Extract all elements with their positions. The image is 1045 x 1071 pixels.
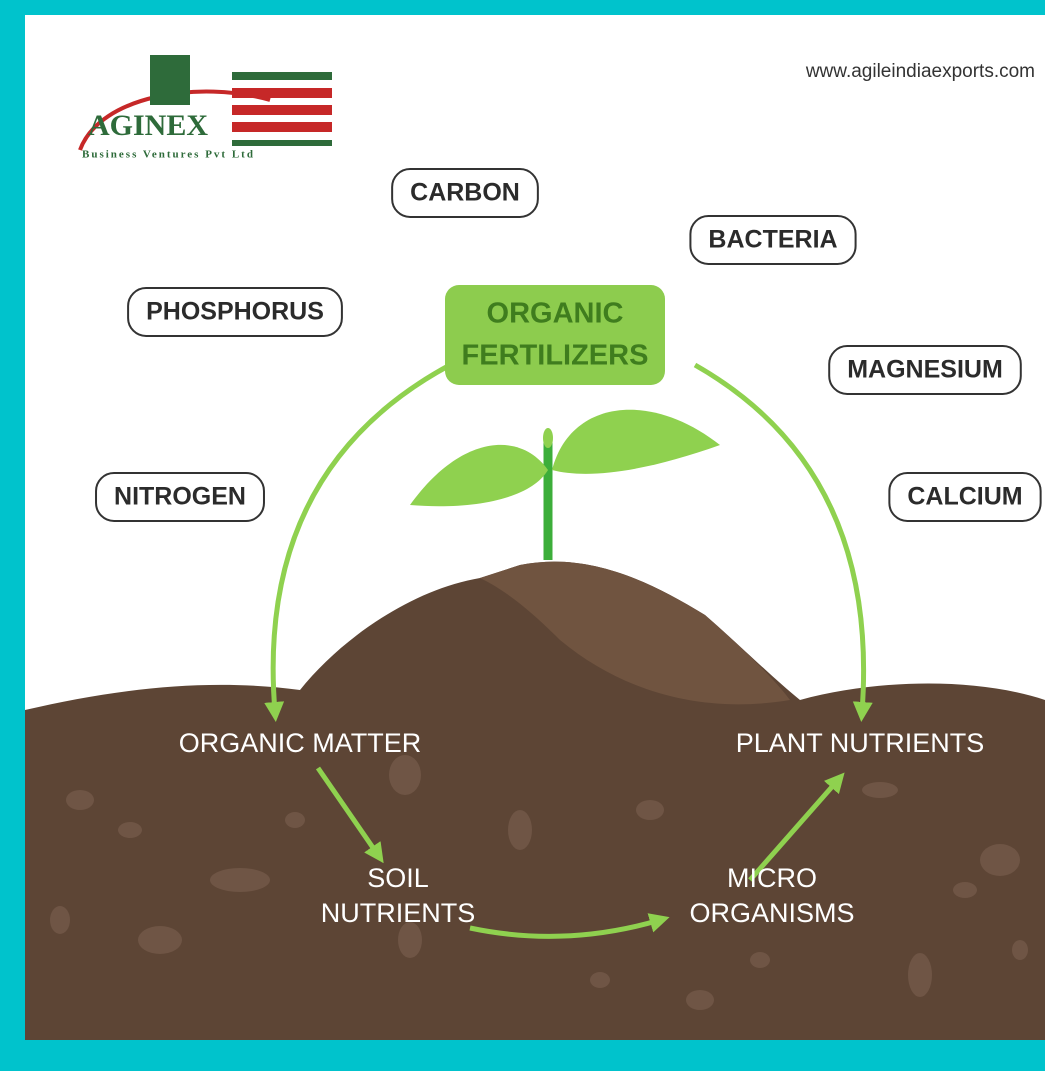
center-label: ORGANIC: [487, 298, 624, 330]
nutrient-label: CARBON: [410, 179, 520, 207]
logo-name: AGINEX: [88, 109, 208, 142]
cycle-label: MICRO: [727, 863, 817, 893]
nutrient-label: PHOSPHORUS: [146, 298, 324, 326]
cycle-label: SOIL: [367, 863, 429, 893]
page: {"header": {"logo": {"name": "AGINEX", "…: [0, 0, 1045, 1071]
cycle-label: ORGANISMS: [689, 898, 854, 928]
nutrient-label: NITROGEN: [114, 483, 246, 511]
cycle-label: PLANT NUTRIENTS: [736, 728, 985, 758]
cycle-label: ORGANIC MATTER: [179, 728, 422, 758]
infographic: AGINEX Business Ventures Pvt Ltd www.agi…: [0, 0, 1045, 1071]
center-label: FERTILIZERS: [462, 340, 649, 372]
logo-tagline: Business Ventures Pvt Ltd: [82, 149, 255, 161]
nutrient-label: CALCIUM: [907, 483, 1022, 511]
url: www.agileindiaexports.com: [805, 61, 1035, 82]
cycle-label: NUTRIENTS: [321, 898, 476, 928]
nutrient-label: BACTERIA: [708, 226, 837, 254]
nutrient-label: MAGNESIUM: [847, 356, 1003, 384]
